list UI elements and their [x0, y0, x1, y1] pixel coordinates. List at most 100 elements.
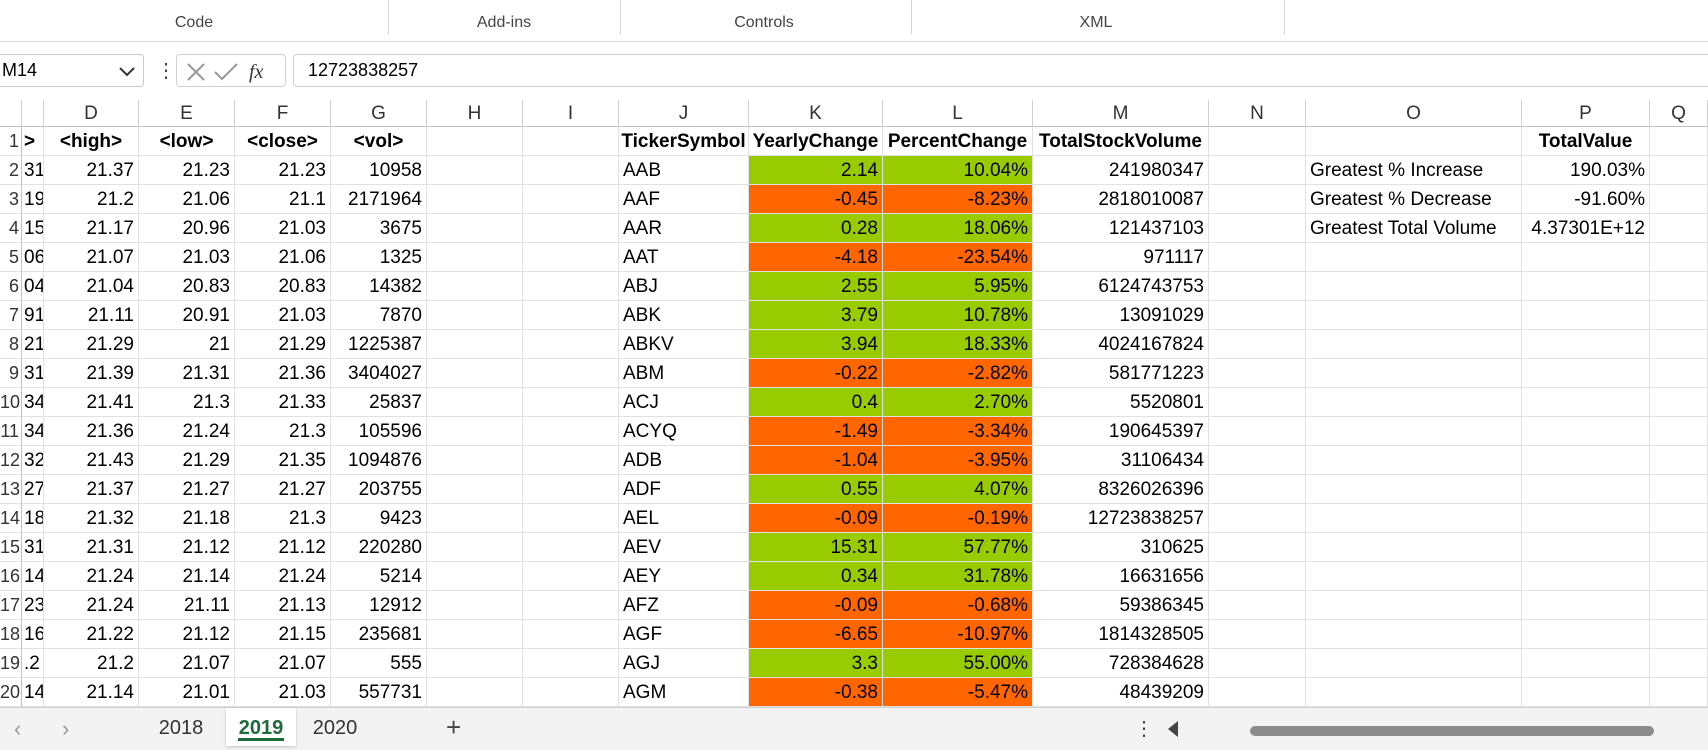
cell-value: 27	[22, 475, 44, 504]
cell-value: 21.2	[44, 185, 139, 214]
cell-value: 21.29	[235, 330, 331, 359]
cell-value: ADF	[619, 475, 749, 504]
scrollbar-thumb[interactable]	[1250, 726, 1654, 736]
cell-value: YearlyChange	[749, 127, 883, 156]
name-box[interactable]: M14	[0, 54, 144, 87]
cell	[1209, 359, 1306, 388]
cell	[1650, 388, 1708, 417]
cell	[427, 214, 523, 243]
sheet-tab[interactable]: 2020	[312, 717, 358, 739]
cell	[1209, 620, 1306, 649]
cell	[427, 185, 523, 214]
cell	[523, 446, 619, 475]
cell-value: AGM	[619, 678, 749, 707]
separator	[388, 0, 389, 34]
cell	[1306, 388, 1522, 417]
cell-value: -1.04	[749, 446, 883, 475]
more-icon[interactable]: ⋮	[1134, 718, 1154, 740]
cell	[1650, 591, 1708, 620]
cell-value: 13091029	[1033, 301, 1209, 330]
cell	[1209, 504, 1306, 533]
cell	[1650, 417, 1708, 446]
cell-value: ADB	[619, 446, 749, 475]
cell-value: 235681	[331, 620, 427, 649]
cell-value: 32	[22, 446, 44, 475]
ribbon: Code Add-ins Controls XML	[0, 0, 1708, 42]
cell-value: <low>	[139, 127, 235, 156]
cell-value: 16	[22, 620, 44, 649]
scroll-left[interactable]	[1166, 720, 1180, 738]
sheet-tab[interactable]: 2018	[158, 717, 204, 739]
cell	[427, 243, 523, 272]
add-sheet[interactable]: +	[446, 712, 462, 742]
cell	[1650, 359, 1708, 388]
cell-value: AEL	[619, 504, 749, 533]
row-header: 8	[0, 330, 22, 359]
cell-value: AAR	[619, 214, 749, 243]
cell-value: 21.12	[139, 620, 235, 649]
cell-value: -0.19%	[883, 504, 1033, 533]
cell	[1522, 446, 1650, 475]
sheet-tab[interactable]: 2019	[226, 708, 296, 746]
cell	[1650, 504, 1708, 533]
cell	[1209, 243, 1306, 272]
cell-value: 21.3	[235, 417, 331, 446]
cell-value: 310625	[1033, 533, 1209, 562]
cell-value: Greatest % Increase	[1306, 156, 1522, 185]
row-header: 13	[0, 475, 22, 504]
cell	[1522, 243, 1650, 272]
row-header: 16	[0, 562, 22, 591]
cell-value: <vol>	[331, 127, 427, 156]
cell-value: 5520801	[1033, 388, 1209, 417]
cell	[523, 359, 619, 388]
cell-value: 21.29	[44, 330, 139, 359]
cell-value: 21.37	[44, 475, 139, 504]
cell	[1522, 359, 1650, 388]
cell-value: 21.03	[235, 214, 331, 243]
cell	[523, 185, 619, 214]
cell	[523, 243, 619, 272]
cell	[1650, 272, 1708, 301]
row-header: 1	[0, 127, 22, 156]
cell-value: ABKV	[619, 330, 749, 359]
cell	[1650, 185, 1708, 214]
cell	[1209, 562, 1306, 591]
cell-value: 21.11	[44, 301, 139, 330]
cell	[427, 562, 523, 591]
cell	[427, 446, 523, 475]
cell-value: -1.49	[749, 417, 883, 446]
row-header: 9	[0, 359, 22, 388]
cell	[1209, 533, 1306, 562]
cell-value: 31	[22, 156, 44, 185]
select-all	[0, 100, 22, 127]
column-header: K	[749, 100, 883, 127]
cell-value: 14	[22, 678, 44, 707]
cell-value: 19	[22, 185, 44, 214]
cell	[1209, 475, 1306, 504]
more-icon[interactable]: ⋮	[156, 60, 176, 82]
cell	[427, 301, 523, 330]
cell-value: 20.91	[139, 301, 235, 330]
cell-value: 12912	[331, 591, 427, 620]
cell-value: 04	[22, 272, 44, 301]
cell-value: 15	[22, 214, 44, 243]
cell-value: 1225387	[331, 330, 427, 359]
cell-value: 21.41	[44, 388, 139, 417]
tab-prev[interactable]: ‹	[14, 716, 22, 741]
cell-value: 20.83	[139, 272, 235, 301]
cell-value: -2.82%	[883, 359, 1033, 388]
column-header: F	[235, 100, 331, 127]
cell-value: 3.94	[749, 330, 883, 359]
cell	[1306, 504, 1522, 533]
cell-value: TotalValue	[1522, 127, 1650, 156]
cell-value: Greatest Total Volume	[1306, 214, 1522, 243]
formula-input[interactable]: 12723838257	[293, 54, 1708, 87]
row-header: 19	[0, 649, 22, 678]
formula-buttons: fx	[176, 54, 286, 87]
cell	[427, 272, 523, 301]
cell	[1650, 127, 1708, 156]
cell-value: 4.37301E+12	[1522, 214, 1650, 243]
cell-value: 34	[22, 417, 44, 446]
cell-value: 55.00%	[883, 649, 1033, 678]
tab-next[interactable]: ›	[62, 716, 70, 741]
